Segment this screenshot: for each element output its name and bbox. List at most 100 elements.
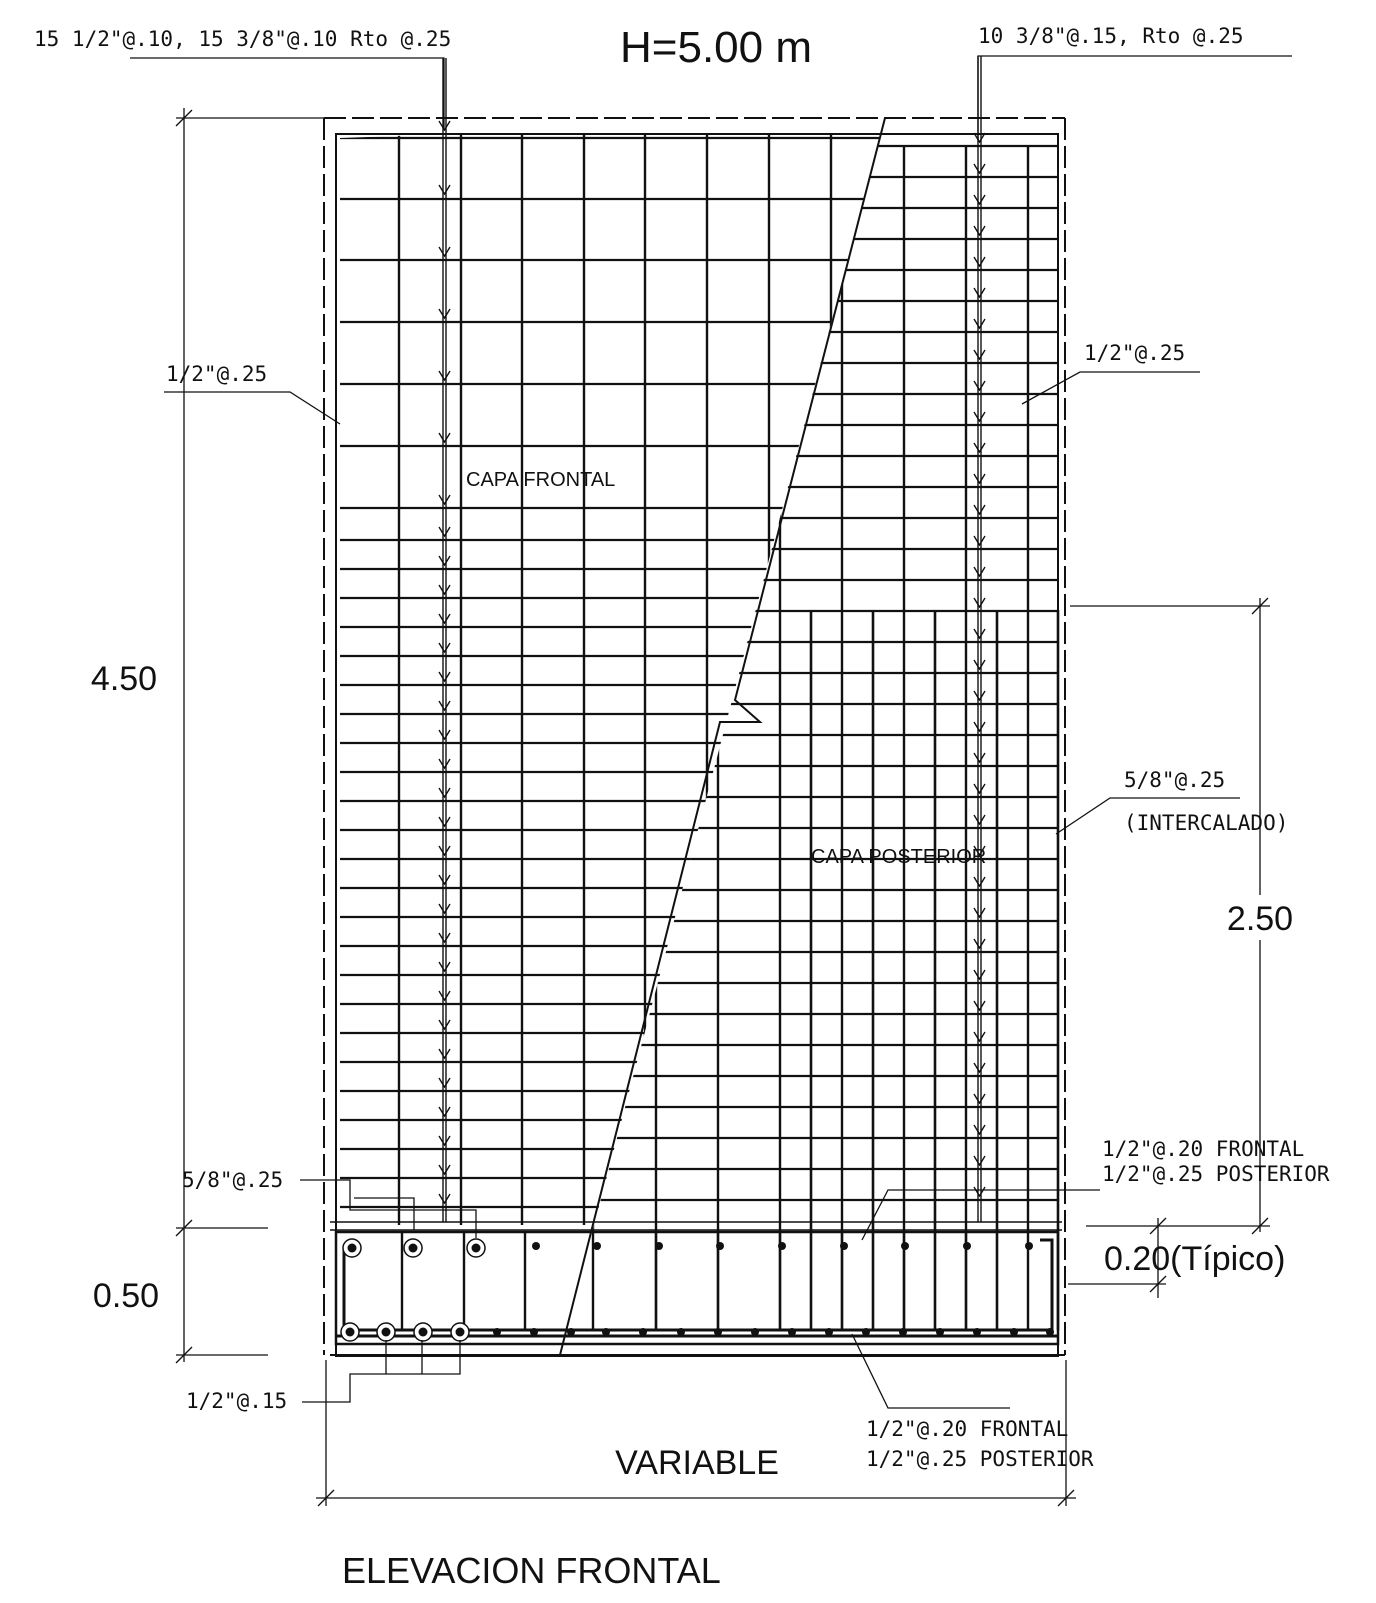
footing-bar	[655, 1242, 663, 1250]
marker-arrow	[438, 184, 451, 196]
leader-base-right	[861, 1189, 1100, 1241]
marker-arrow	[973, 752, 986, 764]
marker-arrow	[973, 318, 986, 330]
marker-arrow	[973, 1062, 986, 1074]
marker-arrow	[973, 690, 986, 702]
leader-base-left	[300, 1179, 477, 1238]
label-base-left: 5/8"@.25	[182, 1168, 283, 1192]
leader-top-left	[130, 57, 445, 130]
label-layer-back: CAPA POSTERIOR	[811, 846, 986, 868]
marker-arrow	[973, 473, 986, 485]
marker-arrow	[973, 380, 986, 392]
dim-typical: 0.20(Típico)	[1104, 1240, 1285, 1278]
marker-arrow	[438, 613, 451, 625]
footing-bar	[471, 1243, 481, 1253]
drawing-title: ELEVACION FRONTAL	[342, 1550, 721, 1591]
marker-arrow	[438, 584, 451, 596]
marker-arrow	[973, 1031, 986, 1043]
marker-arrow	[438, 758, 451, 770]
footing-bar	[788, 1328, 796, 1336]
footing-bar	[345, 1327, 355, 1337]
label-top-right: 10 3/8"@.15, Rto @.25	[978, 24, 1244, 48]
footing-longitudinal-bars	[340, 1232, 1054, 1342]
marker-arrow	[438, 526, 451, 538]
leader-right-mid	[1021, 371, 1200, 405]
marker-arrow	[438, 370, 451, 382]
marker-arrow	[438, 874, 451, 886]
footing-bar	[936, 1328, 944, 1336]
marker-arrow	[438, 671, 451, 683]
break-line	[559, 117, 886, 1356]
marker-arrow	[438, 700, 451, 712]
marker-arrow	[438, 1135, 451, 1147]
footing-bar	[567, 1328, 575, 1336]
footing-bar	[840, 1242, 848, 1250]
marker-arrow	[438, 787, 451, 799]
marker-arrow	[438, 642, 451, 654]
dim-footing-height: 0.50	[93, 1277, 159, 1315]
bar-marker-line-left	[438, 58, 451, 1222]
marker-arrow	[973, 1093, 986, 1105]
marker-arrow	[973, 287, 986, 299]
leader-top-right	[977, 55, 1292, 140]
hook-base-left	[354, 1197, 415, 1230]
drawing-header: H=5.00 m	[620, 23, 812, 72]
marker-arrow	[438, 845, 451, 857]
marker-arrow	[973, 1000, 986, 1012]
leader-bottom-left	[302, 1340, 461, 1403]
marker-arrow	[973, 659, 986, 671]
marker-arrow	[973, 349, 986, 361]
marker-arrow	[973, 876, 986, 888]
dimension-typical	[1068, 1217, 1167, 1298]
marker-arrow	[973, 783, 986, 795]
footing-bar	[639, 1328, 647, 1336]
footing-bar	[593, 1242, 601, 1250]
marker-arrow	[438, 729, 451, 741]
dim-width: VARIABLE	[615, 1444, 779, 1482]
footing-bar	[1046, 1328, 1054, 1336]
footing-bar	[751, 1328, 759, 1336]
marker-arrow	[438, 961, 451, 973]
marker-arrow	[973, 504, 986, 516]
marker-arrow	[973, 411, 986, 423]
footing-bar	[532, 1242, 540, 1250]
marker-arrow	[438, 308, 451, 320]
footing-bar	[825, 1328, 833, 1336]
marker-arrow	[973, 721, 986, 733]
marker-arrow	[973, 1124, 986, 1136]
marker-arrow	[438, 903, 451, 915]
front-layer-rebar-grid	[340, 134, 885, 1225]
marker-arrow	[973, 194, 986, 206]
label-left-mid: 1/2"@.25	[166, 362, 267, 386]
marker-arrow	[438, 1106, 451, 1118]
label-layer-front: CAPA FRONTAL	[466, 469, 615, 491]
label-bottom-right-a: 1/2"@.20 FRONTAL	[866, 1417, 1068, 1441]
marker-arrow	[438, 990, 451, 1002]
footing-bar	[1010, 1328, 1018, 1336]
footing-bar	[602, 1328, 610, 1336]
marker-arrow	[973, 628, 986, 640]
footing-bar	[899, 1328, 907, 1336]
footing-bar	[963, 1242, 971, 1250]
dim-lower-zone: 2.50	[1227, 900, 1293, 938]
dim-wall-height: 4.50	[91, 660, 157, 698]
footing-bar	[862, 1328, 870, 1336]
marker-arrow	[438, 555, 451, 567]
marker-arrow	[438, 432, 451, 444]
footing-bar	[716, 1242, 724, 1250]
label-base-right-a: 1/2"@.20 FRONTAL	[1102, 1137, 1304, 1161]
back-layer-rebar-grid	[560, 144, 1060, 1330]
marker-arrow	[438, 494, 451, 506]
label-bottom-left: 1/2"@.15	[186, 1389, 287, 1413]
marker-arrow	[973, 845, 986, 857]
footing-bar	[493, 1328, 501, 1336]
concrete-outline	[323, 117, 1066, 1355]
label-bottom-right-b: 1/2"@.25 POSTERIOR	[866, 1447, 1094, 1471]
label-right-lower-b: (INTERCALADO)	[1124, 811, 1288, 835]
marker-arrow	[973, 1186, 986, 1198]
footing-bar	[778, 1242, 786, 1250]
marker-arrow	[438, 932, 451, 944]
label-right-mid: 1/2"@.25	[1084, 341, 1185, 365]
marker-arrow	[973, 597, 986, 609]
dimension-left	[175, 108, 324, 1364]
